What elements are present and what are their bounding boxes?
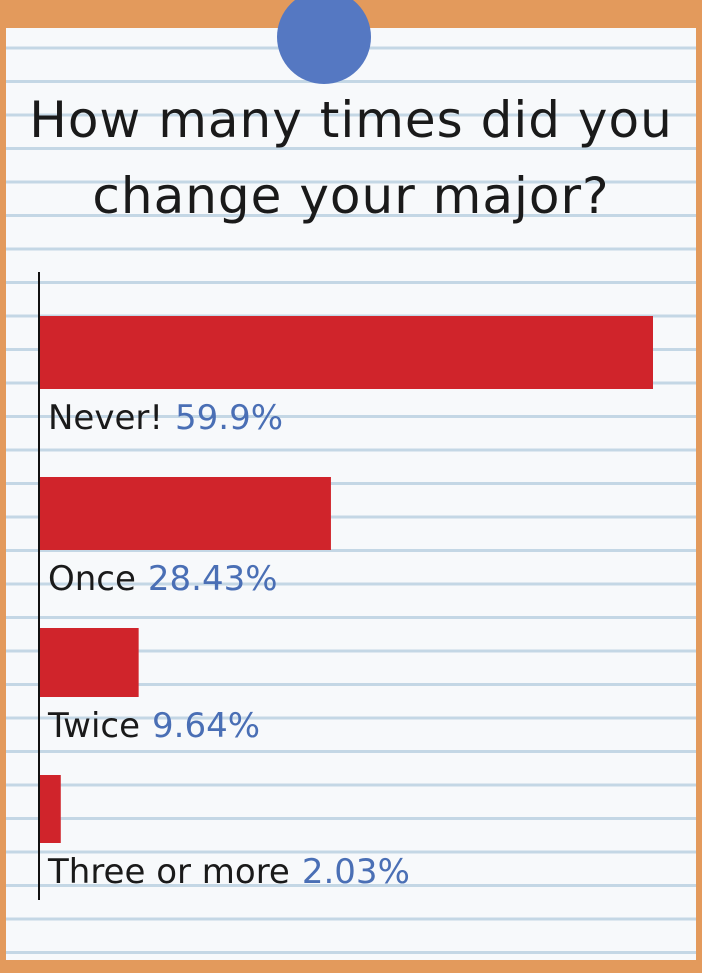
value-label: 28.43% <box>148 559 278 599</box>
category-label: Never! <box>48 398 163 438</box>
bar-label: Once 28.43% <box>48 559 278 599</box>
paper-lines <box>6 46 696 954</box>
bar <box>40 316 653 389</box>
value-label: 2.03% <box>302 852 410 892</box>
category-label: Three or more <box>47 852 290 892</box>
category-label: Twice <box>47 706 140 746</box>
bar <box>40 628 139 697</box>
chart-title: How many times did you change your major… <box>29 91 673 225</box>
bar-label: Three or more 2.03% <box>47 852 410 892</box>
category-label: Once <box>48 559 136 599</box>
value-label: 59.9% <box>175 398 283 438</box>
bar-label: Never! 59.9% <box>48 398 283 438</box>
pushpin <box>277 0 371 84</box>
bar <box>40 477 331 550</box>
bar <box>40 775 61 843</box>
bar-label: Twice 9.64% <box>47 706 260 746</box>
value-label: 9.64% <box>152 706 260 746</box>
